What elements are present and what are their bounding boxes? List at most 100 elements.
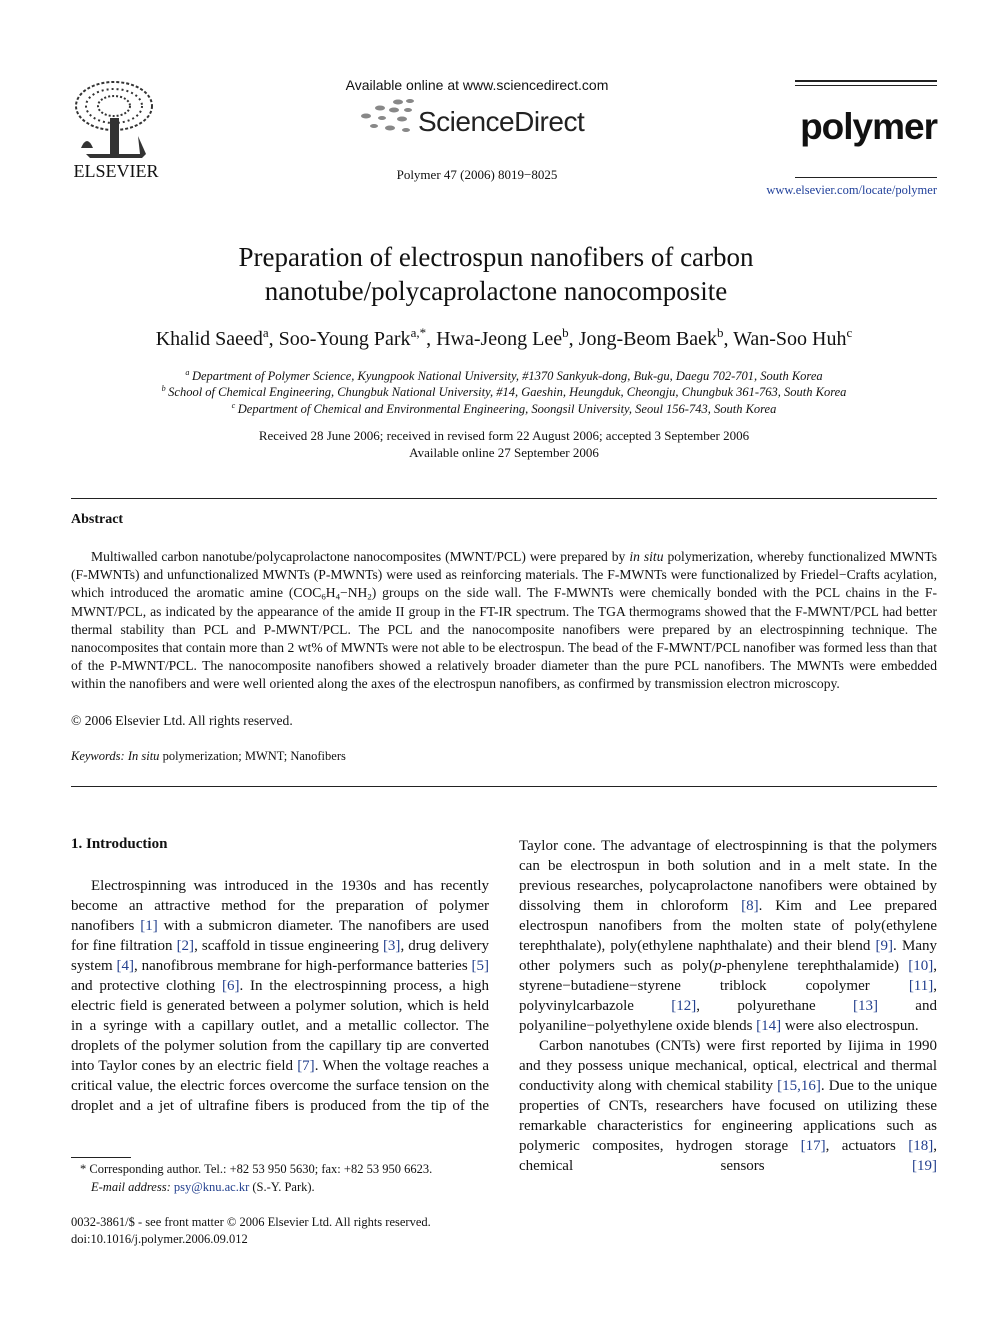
section-rule [71,498,937,499]
text-run: a,* [410,325,427,341]
text-run: , chemical sensors [519,1138,937,1174]
citation-link[interactable]: [13] [852,998,878,1014]
body-text: Taylor cone. The advantage of electrospi… [519,836,937,1036]
text-run: ) groups on the side wall. The F-MWNTs w… [71,585,937,692]
masthead-rule [795,85,937,86]
corresponding-author: * Corresponding author. Tel.: +82 53 950… [80,1162,432,1177]
citation-link[interactable]: [18] [908,1138,934,1154]
text-run: , Jong-Beom Baek [568,328,717,350]
citation-link[interactable]: [5] [471,958,490,974]
text-run: , Soo-Young Park [268,328,411,350]
affiliation: b School of Chemical Engineering, Chungb… [71,384,937,400]
abstract-text: Multiwalled carbon nanotube/polycaprolac… [71,548,937,694]
affiliation-text: Department of Chemical and Environmental… [237,401,777,416]
text-run: polymerization; MWNT; Nanofibers [159,749,346,763]
text-run: b [562,325,569,341]
text-run: . Due to the unique properties of CNTs, … [519,1078,937,1154]
citation-link[interactable]: [14] [756,1018,782,1034]
sciencedirect-dots [361,99,414,132]
email-footnote: E-mail address: psy@knu.ac.kr (S.-Y. Par… [91,1180,315,1195]
text-run: , styrene−butadiene−styrene triblock cop… [519,958,937,994]
citation-link[interactable]: [12] [671,998,697,1014]
citation-link[interactable]: [3] [382,938,401,954]
text-run: -phenylene terephthalamide) [721,958,909,974]
text-run: , nanofibrous membrane for high-performa… [134,958,472,974]
text-run: c [846,325,853,341]
text-run: Keywords: [71,749,128,763]
text-run: . Kim and Lee prepared electrospun nanof… [519,898,937,954]
text-run: 4 [335,592,341,603]
text-run: 2 [367,592,372,603]
section-rule [71,786,937,787]
text-run: , Hwa-Jeong Lee [426,328,563,350]
citation-link[interactable]: [8] [741,898,759,914]
citation-link[interactable]: [4] [116,958,135,974]
article-title: Preparation of electrospun nanofibers of… [238,242,754,306]
text-run: , polyurethane [696,998,853,1014]
text-run: and polyaniline−polyethylene oxide blend… [519,998,937,1034]
text-run: were also electrospun. [781,1018,919,1034]
text-run: 6 [321,592,326,603]
text-run: −NH [340,585,368,601]
text-run: , polyvinylcarbazole [519,978,937,1014]
text-run: b [716,325,724,341]
text-run: . When the voltage reaches a critical va… [71,1058,489,1114]
text-run: with a submicron diameter. The nanofiber… [71,918,489,954]
date-line: Available online 27 September 2006 [409,444,599,460]
footnote-rule [71,1157,131,1158]
available-online: Available online at www.sciencedirect.co… [345,77,609,93]
body-column: Taylor cone. The advantage of electrospi… [519,836,937,1176]
citation-link[interactable]: [1] [140,918,158,934]
body-text: Carbon nanotubes (CNTs) were first repor… [519,1036,937,1176]
doi: doi:10.1016/j.polymer.2006.09.012 [71,1232,248,1246]
text-run: , Wan-Soo Huh [723,328,847,350]
affiliation-mark: b [161,384,166,394]
elsevier-logo [75,81,153,158]
text-run: in situ [629,549,664,564]
journal-name: polymer [800,106,938,147]
text-run: polymerization, whereby functionalized M… [71,549,937,601]
citation-link[interactable]: [17] [800,1138,826,1154]
text-run: p [714,958,722,974]
affiliation-mark: c [231,400,236,410]
text-run: Khalid Saeed [155,328,263,350]
dates: Received 28 June 2006; received in revis… [71,428,937,461]
journal-url[interactable]: www.elsevier.com/locate/polymer [766,183,937,197]
section-heading: 1. Introduction [71,836,168,852]
text-run: . In the electrospinning process, a high… [71,978,490,1074]
text-run: Multiwalled carbon nanotube/polycaprolac… [91,549,630,564]
masthead-rule [795,80,937,82]
text-run: * Corresponding author. Tel.: +82 53 950… [80,1162,433,1176]
citation-link[interactable]: [19] [912,1158,937,1174]
citation-link[interactable]: [11] [908,978,934,994]
citation-link[interactable]: [10] [908,958,934,974]
abstract-heading: Abstract [71,512,124,527]
text-run: . Many other polymers such as poly( [519,938,937,974]
citation-link[interactable]: [2] [176,938,195,954]
text-run: E-mail address: [91,1180,174,1194]
affiliations: a Department of Polymer Science, Kyungpo… [71,368,937,417]
affiliation-text: Department of Polymer Science, Kyungpook… [191,369,823,383]
masthead-rule [795,177,937,178]
text-run: , drug delivery system [71,938,490,974]
citation-link[interactable]: [6] [222,978,240,994]
date-line: Received 28 June 2006; received in revis… [258,428,750,443]
citation-link[interactable]: [15,16] [777,1078,821,1094]
citation-link[interactable]: [7] [297,1058,315,1074]
keywords: Keywords: In situ polymerization; MWNT; … [71,749,346,764]
affiliation: a Department of Polymer Science, Kyungpo… [71,368,937,384]
email-link[interactable]: psy@knu.ac.kr [173,1180,250,1194]
text-run: a [262,325,269,341]
citation-link[interactable]: [9] [875,938,894,954]
affiliation-text: School of Chemical Engineering, Chungbuk… [168,385,847,400]
text-run: Taylor cone. The advantage of electrospi… [519,838,937,914]
text-run: Electrospinning was introduced in the 19… [71,878,489,934]
text-run: (S.-Y. Park). [249,1180,315,1194]
authors: Khalid Saeeda, Soo-Young Parka,*, Hwa-Je… [71,325,937,351]
publisher-name: ELSEVIER [73,161,159,181]
affiliation-mark: a [185,368,190,378]
affiliation: c Department of Chemical and Environment… [71,401,937,417]
text-run: , actuators [825,1138,909,1154]
